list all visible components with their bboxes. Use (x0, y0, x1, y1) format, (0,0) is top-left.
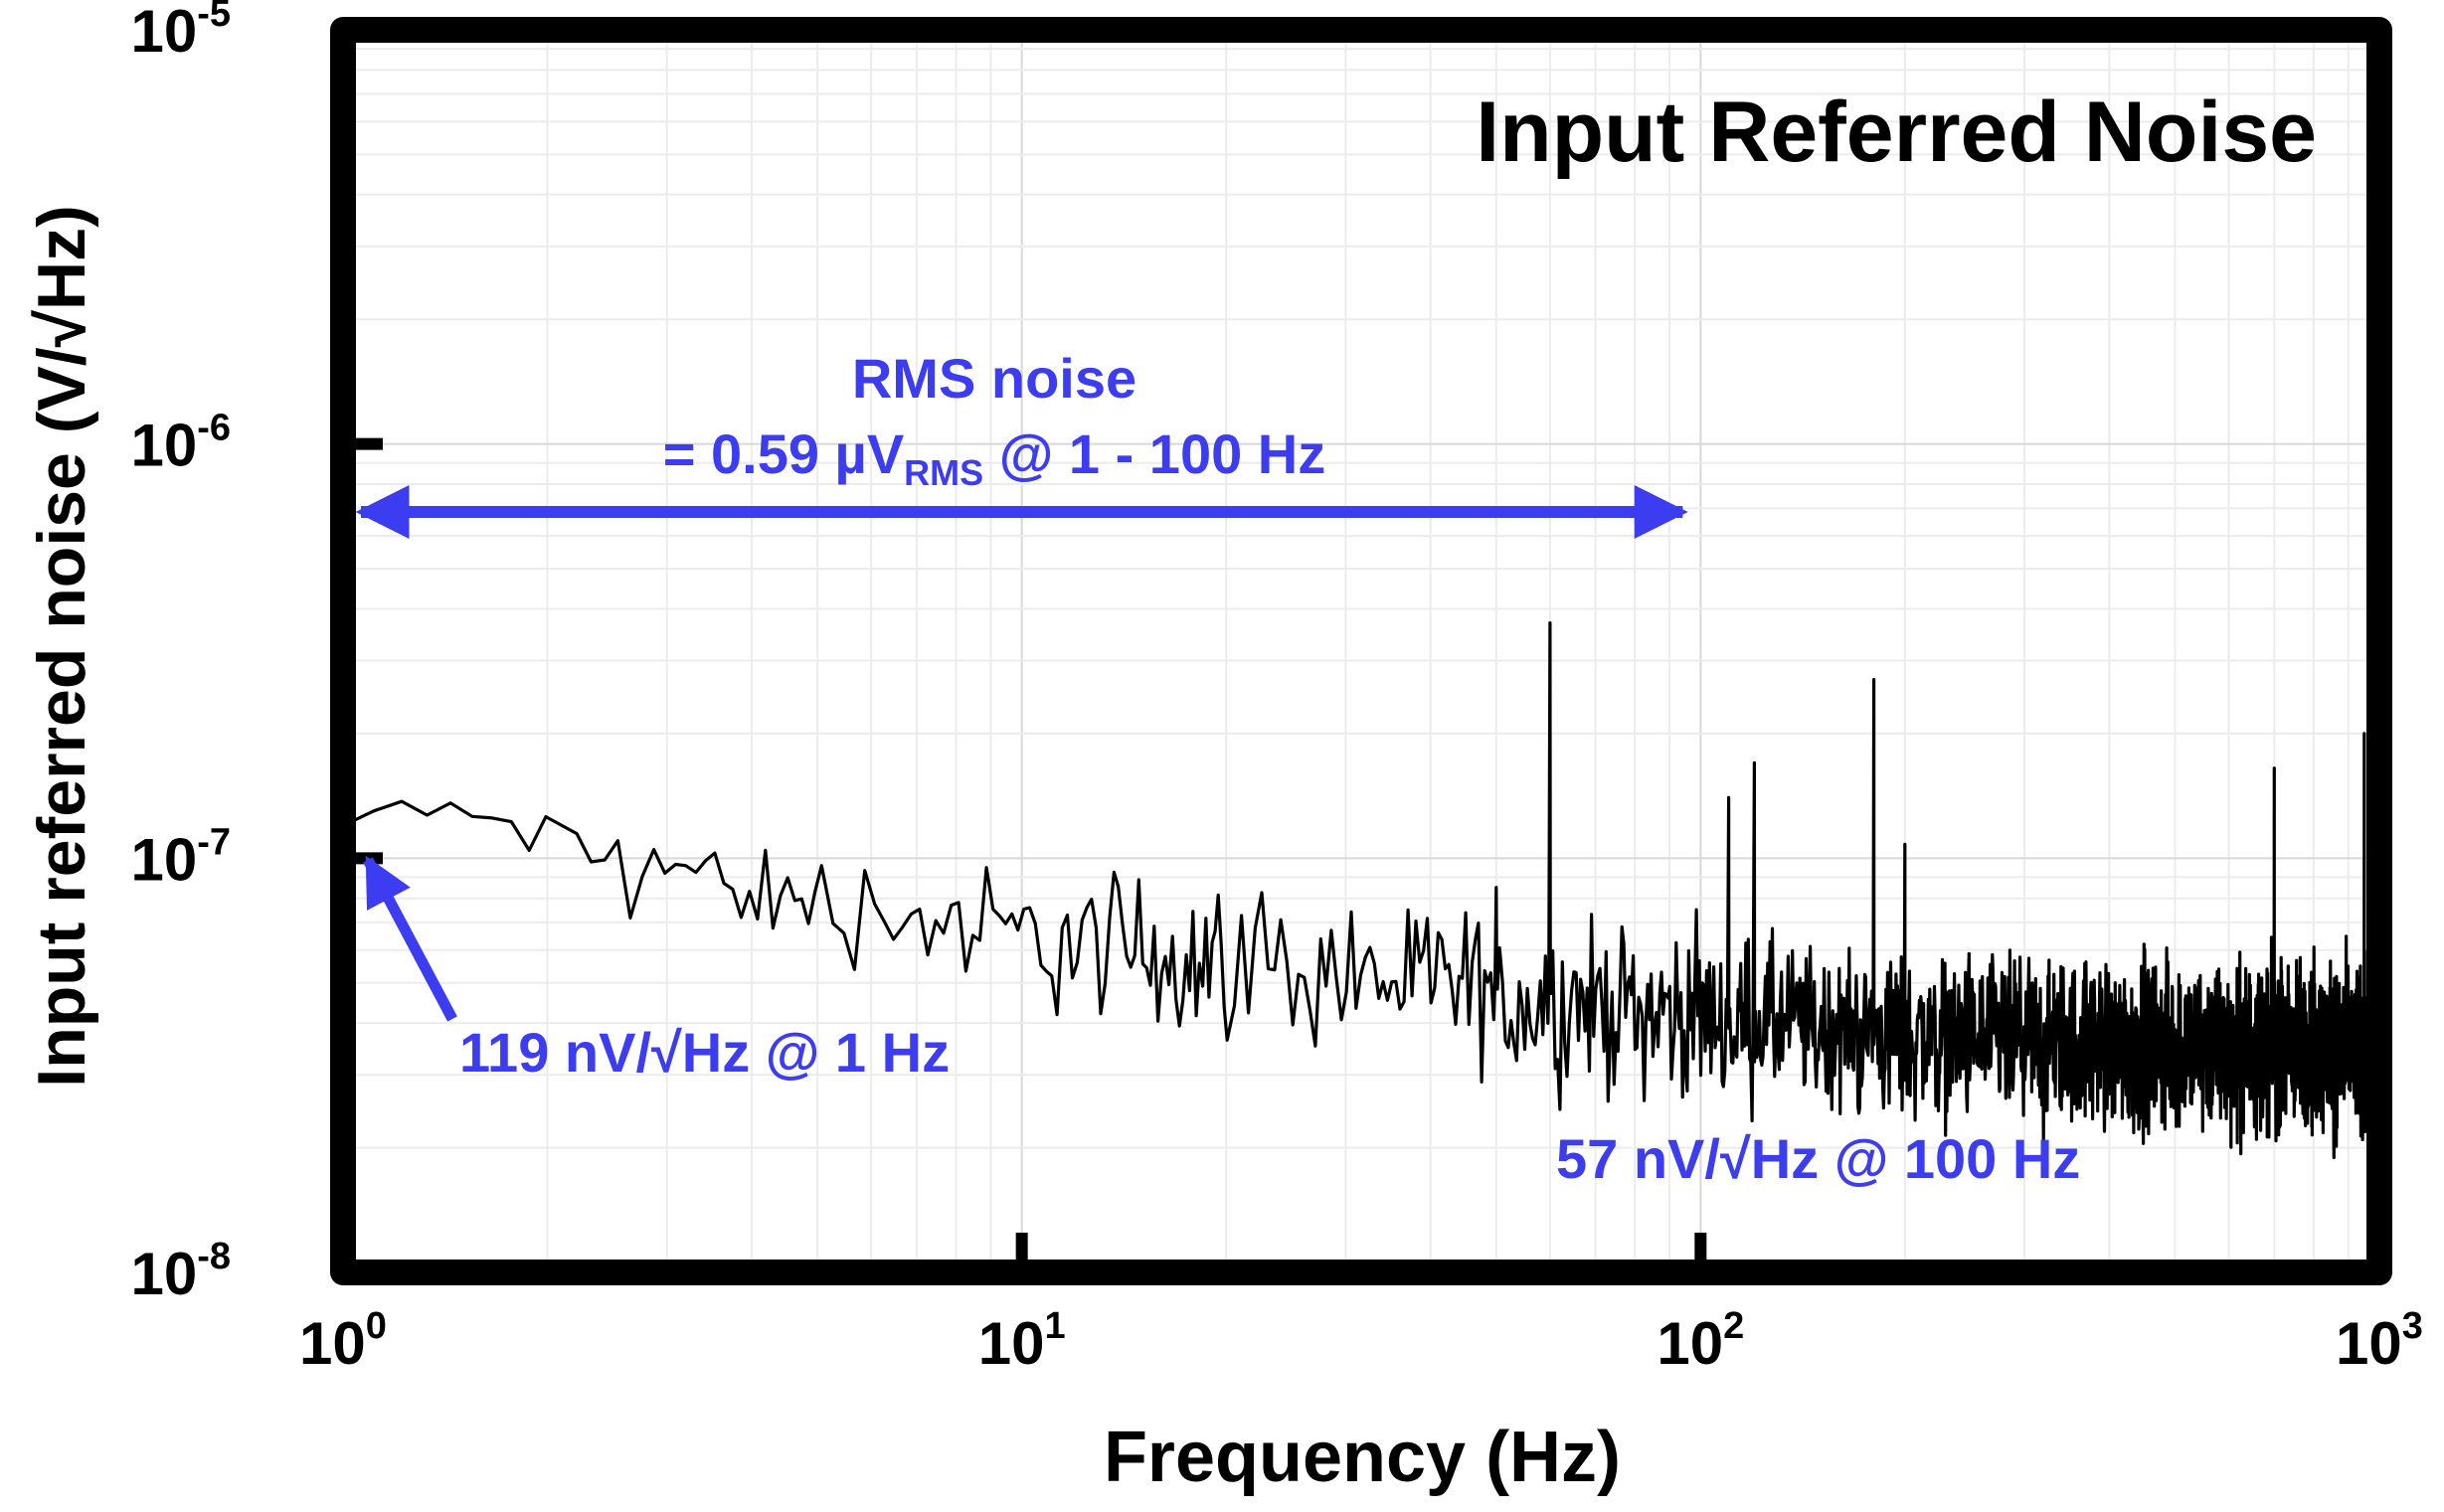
x-tick-label: 101 (978, 1305, 1066, 1377)
chart-title: Input Referred Noise (1476, 84, 2317, 180)
high-freq-label: 57 nV/√Hz @ 100 Hz (1556, 1127, 2080, 1190)
y-tick-label: 10-8 (130, 1236, 231, 1307)
rms-value-prefix: = 0.59 µV (663, 422, 904, 485)
x-tick-label: 100 (299, 1305, 387, 1377)
x-axis-label: Frequency (Hz) (1104, 1418, 1621, 1497)
low-freq-arrow (363, 855, 457, 1022)
rms-label: RMS noise (852, 347, 1136, 410)
rms-value-suffix: @ 1 - 100 Hz (983, 422, 1325, 485)
y-tick-labels: 10-5 10-6 10-7 10-8 (130, 0, 231, 1307)
y-tick-label: 10-6 (130, 408, 231, 479)
low-freq-label: 119 nV/√Hz @ 1 Hz (459, 1021, 950, 1084)
y-tick-label: 10-7 (130, 821, 231, 893)
plot-frame (330, 17, 2392, 1285)
y-tick-label: 10-5 (130, 0, 231, 65)
rms-value: = 0.59 µVRMS @ 1 - 100 Hz (663, 422, 1326, 493)
series-group (343, 621, 2379, 1160)
rms-value-subscript: RMS (904, 452, 983, 493)
y-axis-label: Input referred noise (V/√Hz) (24, 205, 99, 1087)
x-tick-label: 102 (1657, 1305, 1744, 1377)
x-tick-label: 103 (2336, 1305, 2423, 1377)
x-tick-labels: 100 101 102 103 (299, 1305, 2423, 1377)
noise-trace (343, 621, 2379, 1160)
